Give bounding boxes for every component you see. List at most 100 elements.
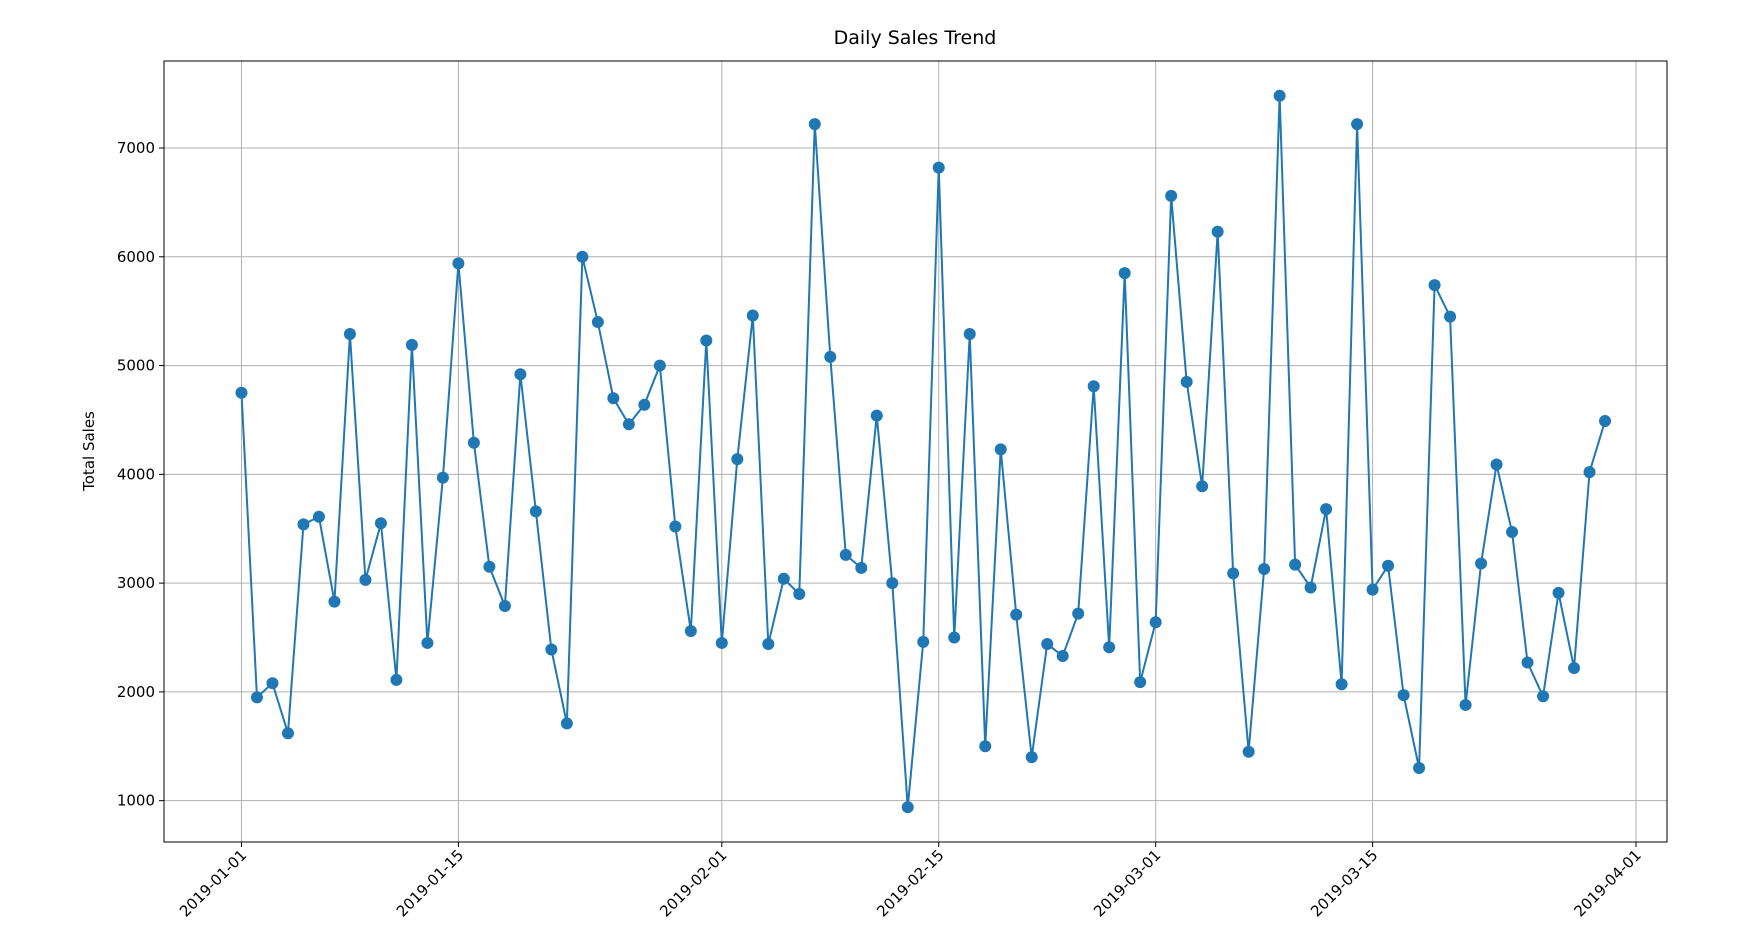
point [1087,380,1100,393]
point [498,599,511,612]
series-line [240,95,1606,808]
point [1304,581,1317,594]
point [1459,698,1472,711]
point [653,359,666,372]
point [1599,415,1612,428]
point [1351,118,1364,131]
x-axis-label: Date [897,939,933,942]
point [700,334,713,347]
point [917,635,930,648]
point [1056,649,1069,662]
point [576,250,589,263]
point [1072,607,1085,620]
point [979,740,992,753]
point [669,520,682,533]
point [839,548,852,561]
point [1537,690,1550,703]
point [1475,557,1488,570]
point [390,673,403,686]
point [281,727,294,740]
point [452,257,465,270]
point [607,392,620,405]
point [328,595,341,608]
point [1118,267,1131,280]
point [1025,751,1038,764]
point [421,636,434,649]
point [560,717,573,730]
point [622,418,635,431]
point [808,118,821,131]
point [746,309,759,322]
point [638,398,651,411]
chart-title: Daily Sales Trend [834,27,997,49]
point [855,561,868,574]
y-tick-label: 4000 [117,465,155,483]
point [1397,689,1410,702]
point [1149,616,1162,629]
point [436,471,449,484]
y-tick-label: 2000 [117,683,155,701]
point [235,386,248,399]
x-tick-label: 2019-01-15 [393,846,467,920]
point [1227,567,1240,580]
point [1242,745,1255,758]
point [777,572,790,585]
x-tick-label: 2019-04-01 [1570,846,1644,920]
point [963,328,976,341]
point [1552,586,1565,599]
point [1180,375,1193,388]
point [529,505,542,518]
point [1258,562,1271,575]
point [932,161,945,174]
x-tick-label: 2019-02-01 [656,846,730,920]
point [901,801,914,814]
point [297,518,310,531]
point [1583,466,1596,479]
x-tick-label: 2019-03-15 [1307,846,1381,920]
point [250,691,263,704]
point [715,636,728,649]
point [1568,661,1581,674]
point [359,573,372,586]
point [467,436,480,449]
point [1428,279,1441,292]
point [731,453,744,466]
point [312,510,325,523]
y-tick-label: 5000 [117,357,155,375]
point [343,328,356,341]
point [1320,503,1333,516]
point [948,631,961,644]
point [1444,310,1457,323]
point [886,577,899,590]
point [1165,189,1178,202]
point [374,517,387,530]
point [405,338,418,351]
point [684,624,697,637]
point [1490,458,1503,471]
point [591,316,604,329]
point [266,677,279,690]
point [793,587,806,600]
point [483,560,496,573]
y-tick-label: 1000 [117,792,155,810]
point [1041,638,1054,651]
x-tick-label: 2019-01-01 [176,846,250,920]
point [1103,641,1116,654]
point [1413,762,1426,775]
point [1521,656,1534,669]
point [762,638,775,651]
point [1366,583,1379,596]
point [545,643,558,656]
point [870,409,883,422]
x-tick-label: 2019-02-15 [873,846,947,920]
point [1010,608,1023,621]
point [1335,678,1348,691]
y-axis-label: Total Sales [80,411,98,492]
point [1506,525,1519,538]
y-tick-label: 6000 [117,248,155,266]
plot-frame [163,60,1668,843]
y-tick-label: 3000 [117,574,155,592]
point [994,443,1007,456]
y-tick-label: 7000 [117,139,155,157]
